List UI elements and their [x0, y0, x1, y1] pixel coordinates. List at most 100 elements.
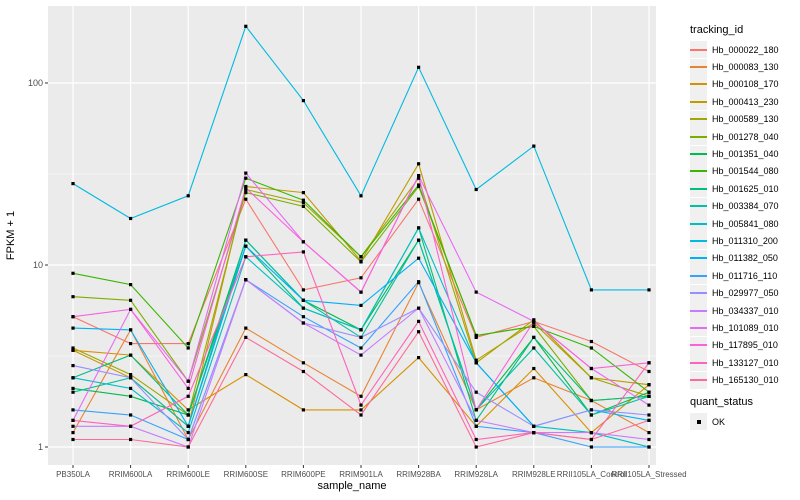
x-tick-label: RRII105LA_Stressed	[611, 470, 686, 479]
data-point	[417, 280, 421, 284]
line-swatch-icon	[690, 145, 707, 163]
x-tick-label: RRIM600LA	[109, 470, 153, 479]
data-point	[301, 191, 305, 195]
data-point	[532, 346, 536, 350]
data-point	[71, 386, 75, 390]
data-point	[301, 369, 305, 374]
data-point	[589, 339, 593, 344]
data-point	[186, 424, 190, 428]
legend-item-label: Hb_003384_070	[712, 201, 779, 212]
data-point	[359, 335, 363, 339]
data-point	[186, 194, 190, 198]
y-tick-label: 10	[33, 260, 43, 270]
data-point	[71, 295, 75, 299]
data-point	[417, 197, 421, 201]
data-point	[359, 353, 363, 357]
data-point	[129, 353, 133, 357]
data-point	[244, 176, 248, 180]
x-tick-label: RRIM600SE	[224, 470, 268, 479]
data-point	[647, 431, 651, 435]
legend-item-label: Hb_117895_010	[712, 340, 778, 351]
data-point	[359, 408, 363, 412]
data-point	[71, 315, 75, 319]
data-point	[359, 328, 363, 332]
legend-item-Hb_003384_070: Hb_003384_070	[690, 197, 800, 215]
data-point	[417, 65, 421, 69]
data-point	[301, 99, 305, 103]
data-point	[244, 186, 248, 190]
data-point	[301, 408, 305, 412]
data-point	[71, 424, 75, 428]
legend-item-Hb_011716_110: Hb_011716_110	[690, 267, 800, 285]
data-point	[359, 403, 363, 407]
x-tick-label: RRIM600LE	[166, 470, 210, 479]
legend-item-Hb_029977_050: Hb_029977_050	[690, 284, 800, 302]
data-point	[417, 356, 421, 360]
x-tick-label: RRII105LA_Control	[557, 470, 627, 479]
data-point	[647, 288, 651, 292]
line-swatch-icon	[690, 75, 707, 93]
data-point	[474, 408, 478, 412]
data-point	[301, 315, 305, 319]
data-point	[301, 198, 305, 202]
line-swatch-icon	[690, 319, 707, 337]
legend-item-Hb_001625_010: Hb_001625_010	[690, 180, 800, 198]
data-point	[301, 288, 305, 292]
legend-item-label: Hb_011310_200	[712, 235, 778, 246]
legend-item-Hb_034337_010: Hb_034337_010	[690, 302, 800, 320]
data-point	[186, 437, 190, 442]
data-point	[186, 431, 190, 435]
legend-item-label: Hb_001278_040	[712, 131, 779, 142]
legend-item-Hb_011310_200: Hb_011310_200	[690, 232, 800, 250]
legend-item-label: Hb_101089_010	[712, 322, 779, 333]
legend-item-Hb_000108_170: Hb_000108_170	[690, 75, 800, 93]
data-point	[359, 413, 363, 417]
data-point	[417, 238, 421, 242]
data-point	[532, 431, 536, 435]
data-point	[474, 418, 478, 422]
data-point	[647, 390, 651, 394]
data-point	[301, 306, 305, 310]
data-point	[71, 408, 75, 412]
data-point	[474, 290, 478, 294]
legend-item-Hb_000413_230: Hb_000413_230	[690, 93, 800, 111]
data-point	[186, 379, 190, 383]
data-point	[417, 256, 421, 260]
data-point	[129, 216, 133, 221]
legend-item-Hb_117895_010: Hb_117895_010	[690, 336, 800, 354]
legend-item-label: Hb_000083_130	[712, 62, 779, 73]
legend-items-tracking-id: Hb_000022_180 Hb_000083_130 Hb_000108_170 H…	[690, 41, 800, 389]
data-point	[647, 418, 651, 422]
data-point	[359, 260, 363, 264]
y-axis-title: FPKM + 1	[5, 211, 17, 260]
line-swatch-icon	[690, 371, 707, 389]
black-square-marker-icon	[690, 413, 707, 430]
legend-item-label: Hb_000589_130	[712, 114, 779, 125]
data-point	[474, 424, 478, 428]
legend-item-Hb_133127_010: Hb_133127_010	[690, 354, 800, 372]
data-point	[186, 445, 190, 449]
legend-item-Hb_005841_080: Hb_005841_080	[690, 215, 800, 233]
x-tick-label: RRIM928BA	[396, 470, 441, 479]
data-point	[71, 348, 75, 352]
legend-item-label: Hb_000022_180	[712, 44, 779, 55]
legend-item-Hb_011382_050: Hb_011382_050	[690, 249, 800, 267]
legend-item-label: Hb_165130_010	[712, 375, 779, 386]
data-point	[71, 376, 75, 380]
data-point	[647, 394, 651, 398]
line-swatch-icon	[690, 215, 707, 233]
data-point	[589, 437, 593, 442]
data-point	[244, 373, 248, 377]
data-point	[129, 386, 133, 390]
legend-item-Hb_165130_010: Hb_165130_010	[690, 371, 800, 389]
legend-item-Hb_000589_130: Hb_000589_130	[690, 110, 800, 128]
line-swatch-icon	[690, 232, 707, 250]
legend-item-Hb_001351_040: Hb_001351_040	[690, 145, 800, 163]
data-point	[301, 240, 305, 244]
data-point	[589, 398, 593, 403]
data-point	[417, 226, 421, 230]
x-tick-label: RRIM600PE	[281, 470, 325, 479]
data-point	[474, 333, 478, 338]
data-point	[129, 376, 133, 380]
data-point	[359, 194, 363, 198]
